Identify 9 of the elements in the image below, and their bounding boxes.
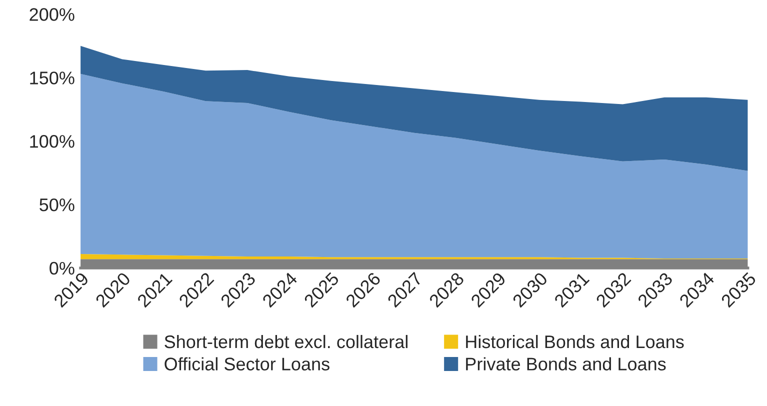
y-tick-label: 150% — [30, 72, 74, 84]
y-tick-label: 100% — [30, 135, 74, 148]
legend-label: Historical Bonds and Loans — [466, 334, 684, 348]
y-tick-label: 200% — [30, 8, 74, 21]
legend-label: Official Sector Loans — [164, 357, 330, 370]
legend-label: Short-term debt excl. collateral — [164, 334, 408, 348]
y-tick-label: 0% — [50, 262, 74, 275]
y-tick-label: 50% — [40, 198, 74, 212]
legend-label: Private Bonds and Loans — [466, 357, 666, 370]
